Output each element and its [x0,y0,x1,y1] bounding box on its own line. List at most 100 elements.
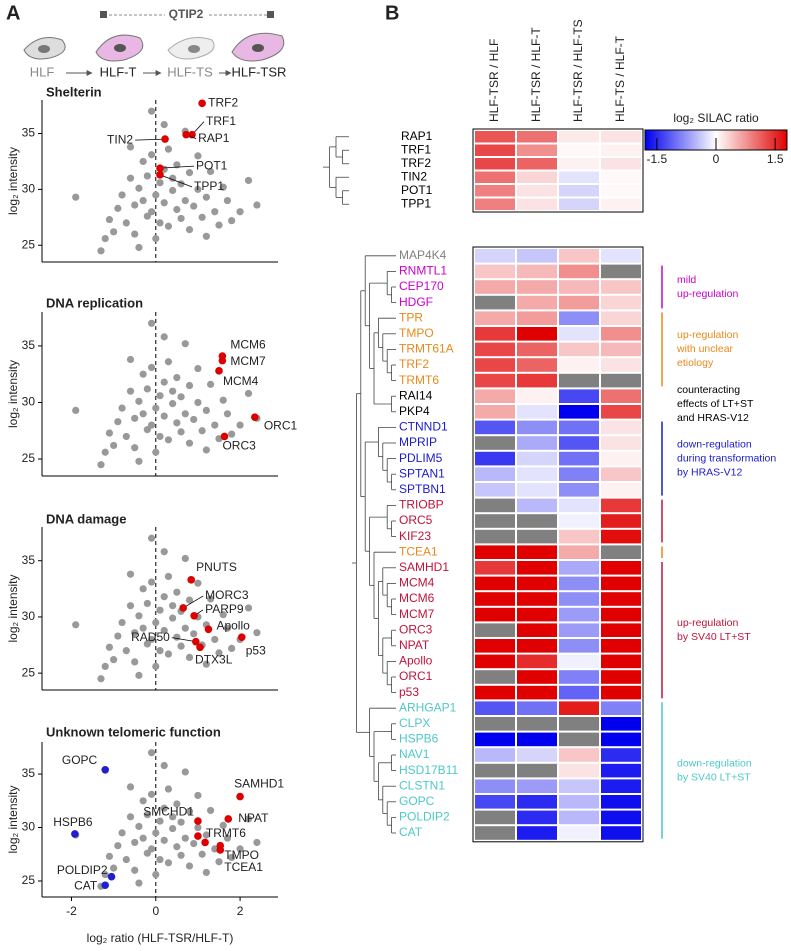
point [223,834,232,842]
point [219,821,227,829]
point [135,243,143,252]
heatmap-cell [517,264,557,279]
heatmap-cell [475,131,515,143]
colorbar-tick-label: 1.5 [767,152,784,166]
point [173,419,181,427]
point [156,817,164,825]
heatmap-cell [475,436,515,450]
heatmap-cell [475,389,515,403]
point [169,824,177,833]
point [190,202,198,210]
heatmap-cell [517,131,557,143]
leader-line [159,174,193,188]
row-label: GOPC [399,794,435,808]
heatmap-cell [601,158,641,170]
point [139,797,147,805]
point [105,643,114,651]
point [177,642,185,650]
row-label: TIN2 [401,169,427,183]
point-label: DTX3L [195,652,233,666]
point [173,633,181,641]
heatmap-cell [559,389,599,403]
point-label: PNUTS [196,560,237,574]
heatmap-cell [601,748,641,762]
heatmap-cell [601,576,641,591]
row-label: CEP170 [399,279,444,293]
point [169,813,177,821]
heatmap-cell [475,826,515,840]
highlight-point [182,130,190,139]
point [143,385,151,393]
heatmap-cell [475,576,515,591]
heatmap-cell [475,763,515,778]
cell-label: HLF [30,64,55,79]
y-tick-label: 30 [22,820,36,834]
point [169,387,177,395]
chart-title: DNA replication [46,295,143,310]
heatmap-cell [475,451,515,466]
point [211,421,219,429]
point [164,785,173,793]
row-label: PDLIM5 [399,451,443,465]
row-label: TRF2 [399,357,429,371]
heatmap-cell [517,405,557,419]
heatmap-cell [475,373,515,388]
point [147,635,156,644]
point [152,404,160,412]
highlight-point [224,815,233,823]
y-tick-label: 30 [22,182,36,196]
heatmap-cell [517,451,557,466]
heatmap-cell [601,131,641,143]
point [152,448,160,456]
heatmap-cell [601,467,641,481]
heatmap-cell [475,249,515,263]
nucleus [38,45,50,53]
construct-label-bg [165,7,207,23]
point [185,381,194,390]
point [105,215,114,224]
heatmap-cell [601,483,641,497]
heatmap-cell [517,717,557,731]
heatmap-cell [559,342,599,357]
point [160,804,168,812]
point [160,593,168,601]
row-label: NPAT [399,638,430,652]
heatmap-cell [601,451,641,466]
highlight-point [204,625,213,634]
heatmap-cell [559,311,599,325]
point-label: TIN2 [107,132,133,146]
heatmap-cell [517,249,557,263]
point [202,831,210,839]
point [156,606,164,614]
point [131,866,139,874]
row-label: RNMTL1 [399,264,447,278]
heatmap-cell [475,405,515,419]
row-label: Apollo [399,654,433,668]
leader-line [182,595,204,609]
group-label: mild [677,274,696,286]
heatmap-cell [517,327,557,341]
point [194,823,202,832]
heatmap-cell [517,670,557,684]
point [202,868,210,877]
point [198,850,206,858]
point [160,378,168,386]
heatmap-cell [475,144,515,156]
point-label: TRF1 [206,114,236,128]
point-label: TRF2 [208,96,238,110]
row-label: CLSTN1 [399,778,445,792]
heatmap-cell [517,639,557,653]
heatmap-cell [475,158,515,170]
point [126,570,135,578]
point [152,234,160,243]
point [228,430,236,438]
point [152,829,160,837]
point [135,457,143,465]
heatmap-cell [475,280,515,294]
heatmap-cell [517,358,557,372]
heatmap-cell [559,639,599,653]
heatmap-cell [601,514,641,528]
heatmap-cell [559,436,599,450]
point [253,201,261,209]
heatmap-cell [559,451,599,466]
